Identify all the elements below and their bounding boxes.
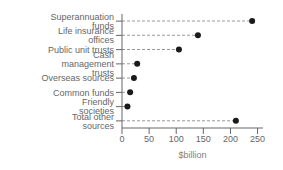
- svg-text:0: 0: [119, 134, 124, 144]
- svg-text:Total othersources: Total othersources: [72, 112, 115, 131]
- svg-text:50: 50: [144, 134, 154, 144]
- svg-text:$billion: $billion: [178, 150, 206, 160]
- svg-text:150: 150: [196, 134, 211, 144]
- svg-text:Life insuranceoffices: Life insuranceoffices: [58, 26, 115, 45]
- svg-text:200: 200: [223, 134, 238, 144]
- svg-text:Overseas sources: Overseas sources: [41, 73, 114, 83]
- svg-text:Common funds: Common funds: [53, 88, 115, 98]
- svg-text:250: 250: [250, 134, 265, 144]
- svg-text:100: 100: [169, 134, 184, 144]
